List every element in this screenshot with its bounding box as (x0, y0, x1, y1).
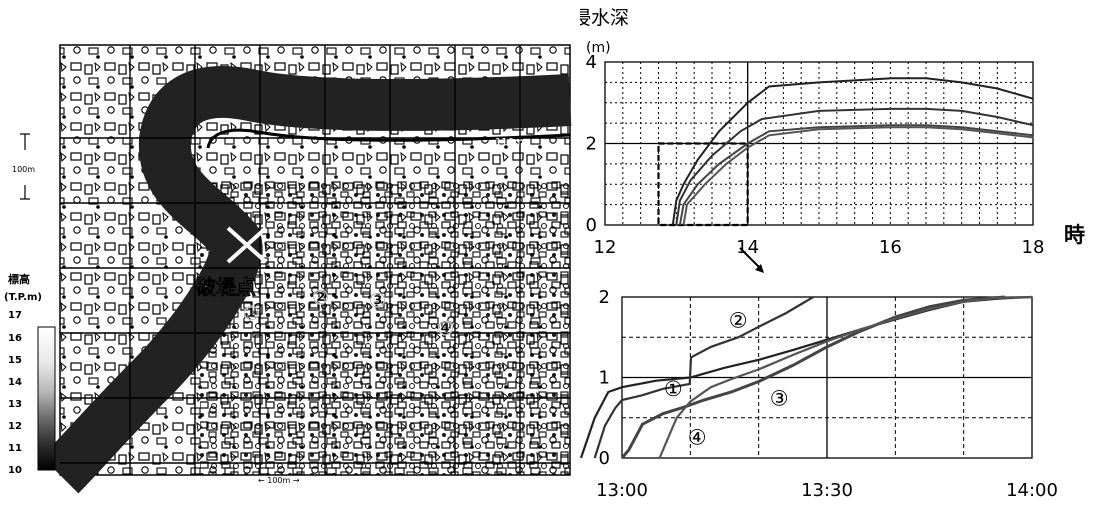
legend-level: 14 (8, 377, 22, 388)
top-chart-series (671, 77, 1034, 226)
legend-level: 10 (8, 465, 22, 476)
breach-label: 破堤点 (196, 275, 256, 299)
series-label-2: ② (729, 309, 748, 333)
bottom-chart-frame (621, 296, 1033, 459)
top-series-line-3 (678, 124, 1034, 226)
flood-map-panel: 110m 破堤点 ① ② ③ ④ 100m ← 100m → 標高 (T.P.m… (4, 44, 572, 494)
bottom-y-tick-label: 2 (599, 287, 610, 308)
river (41, 66, 572, 494)
top-x-tick-label: 14 (736, 237, 759, 258)
bottom-x-tick-label: 14:00 (1006, 480, 1058, 501)
urban-area (200, 180, 570, 475)
bottom-series-line-4 (658, 295, 1033, 459)
legend-unit: (T.P.m) (4, 292, 42, 303)
bottom-x-tick-label: 13:30 (801, 480, 853, 501)
bottom-series-line-2 (593, 296, 814, 459)
map-grid (60, 45, 570, 475)
top-x-tick-label: 18 (1022, 237, 1045, 258)
horizontal-scale-label: ← 100m → (258, 476, 300, 485)
top-x-tick-label: 16 (879, 237, 902, 258)
point-3: ③ (369, 288, 386, 312)
top-x-tick-label: 12 (594, 237, 617, 258)
legend-level: 11 (8, 443, 22, 454)
bottom-x-tick-label: 13:00 (596, 480, 648, 501)
bottom-chart-ticks: 13:00 13:30 14:00 0 1 2 (596, 287, 1058, 501)
bottom-chart-series-labels: ① ② ③ ④ (664, 309, 789, 450)
vertical-scale: 100m (12, 133, 35, 200)
legend-level: 12 (8, 421, 22, 432)
legend-level: 13 (8, 399, 22, 410)
top-series-line-1 (671, 77, 1034, 226)
legend-level: 15 (8, 355, 22, 366)
point-4: ④ (437, 316, 454, 340)
top-y-tick-label: 4 (586, 52, 597, 73)
series-label-1: ① (664, 377, 683, 401)
breach-mark (226, 226, 268, 264)
bottom-series-line-3 (620, 295, 1005, 459)
bottom-y-tick-label: 1 (599, 368, 610, 389)
bottom-chart-series (579, 295, 1033, 459)
top-chart-yunit: (m) (586, 40, 611, 56)
series-label-3: ③ (770, 387, 789, 411)
bottom-y-tick-label: 0 (599, 448, 610, 469)
top-chart-ylabel: 浸水深 (580, 7, 629, 29)
zoom-arrow (739, 247, 764, 273)
charts-panel: 浸水深 (m) 時 12 14 16 18 0 2 4 13:00 13:30 14:00 0 1 2… (572, 0, 1093, 505)
top-y-tick-label: 0 (586, 215, 597, 236)
top-chart-xlabel: 時 (1064, 223, 1085, 247)
point-2: ② (312, 285, 329, 309)
zoom-box (657, 142, 749, 227)
series-label-4: ④ (688, 425, 707, 449)
top-y-tick-label: 2 (586, 134, 597, 155)
elevation-legend: 標高 (T.P.m) 17 16 15 14 13 12 11 10 (4, 272, 56, 476)
legend-title: 標高 (8, 272, 30, 286)
map-canvas: 110m 破堤点 ① ② ③ ④ 100m ← 100m → 標高 (T.P.m… (4, 44, 572, 494)
top-chart-ticks: 12 14 16 18 0 2 4 (586, 52, 1045, 258)
river-label: 110m (495, 137, 524, 148)
vertical-scale-label: 100m (12, 165, 35, 174)
point-1: ① (243, 301, 260, 325)
legend-level: 16 (8, 333, 22, 344)
top-series-line-4 (682, 126, 1034, 226)
top-series-line-2 (675, 107, 1034, 226)
legend-colorbar (37, 326, 56, 471)
zoom-rect (657, 142, 749, 227)
legend-level: 17 (8, 310, 22, 321)
